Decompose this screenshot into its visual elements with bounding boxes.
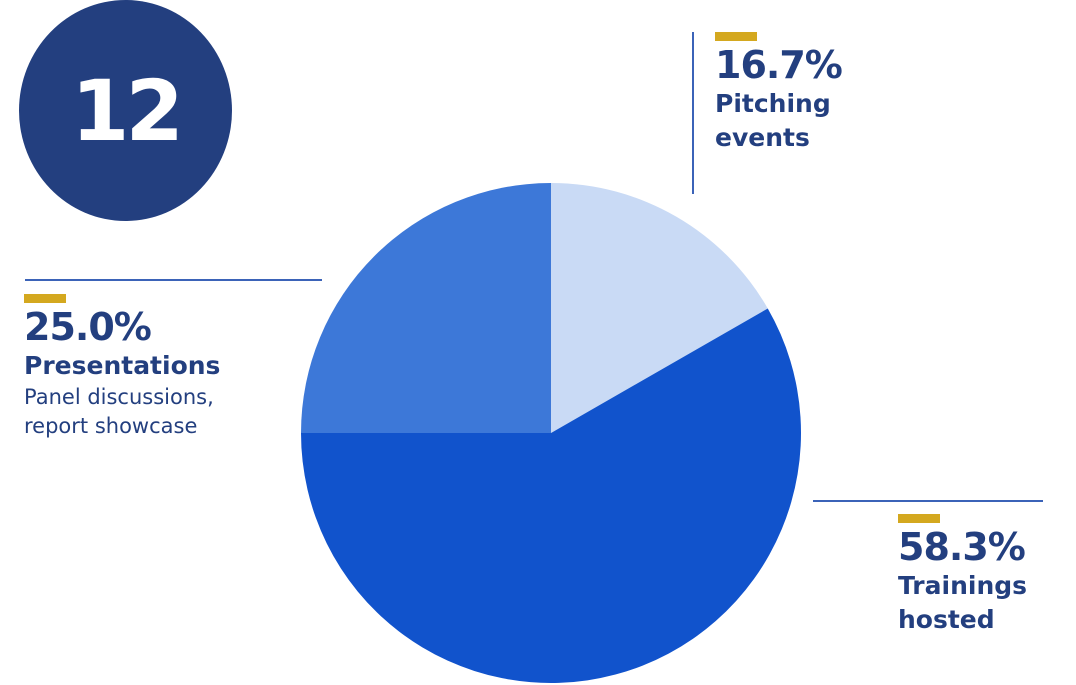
accent-bar — [898, 514, 940, 523]
presentations-note-line2: report showcase — [24, 414, 198, 438]
total-count-badge: 12 — [19, 0, 232, 221]
trainings-label-line1: Trainings — [898, 571, 1028, 600]
presentations-leader-line — [25, 279, 322, 281]
trainings-percent: 58.3% — [898, 525, 1026, 569]
presentations-percent: 25.0% — [24, 305, 152, 349]
callout-pitching: 16.7% Pitching events — [715, 32, 843, 155]
accent-bar — [24, 294, 66, 303]
total-count-value: 12 — [71, 61, 184, 160]
pie-slice-trainings-hosted — [301, 308, 801, 683]
presentations-note-line1: Panel discussions, — [24, 385, 214, 409]
callout-trainings: 58.3% Trainings hosted — [898, 514, 1027, 637]
pie-slice-presentations — [301, 183, 551, 433]
pitching-percent: 16.7% — [715, 43, 843, 87]
pie-slice-pitching-events — [551, 183, 768, 433]
pitching-label-line1: Pitching — [715, 89, 831, 118]
pitching-leader-line — [692, 32, 694, 194]
trainings-label-line2: hosted — [898, 605, 995, 634]
trainings-leader-line — [813, 500, 1043, 502]
presentations-label: Presentations — [24, 351, 221, 380]
callout-presentations: 25.0% Presentations Panel discussions, r… — [24, 294, 220, 441]
accent-bar — [715, 32, 757, 41]
pitching-label-line2: events — [715, 123, 810, 152]
